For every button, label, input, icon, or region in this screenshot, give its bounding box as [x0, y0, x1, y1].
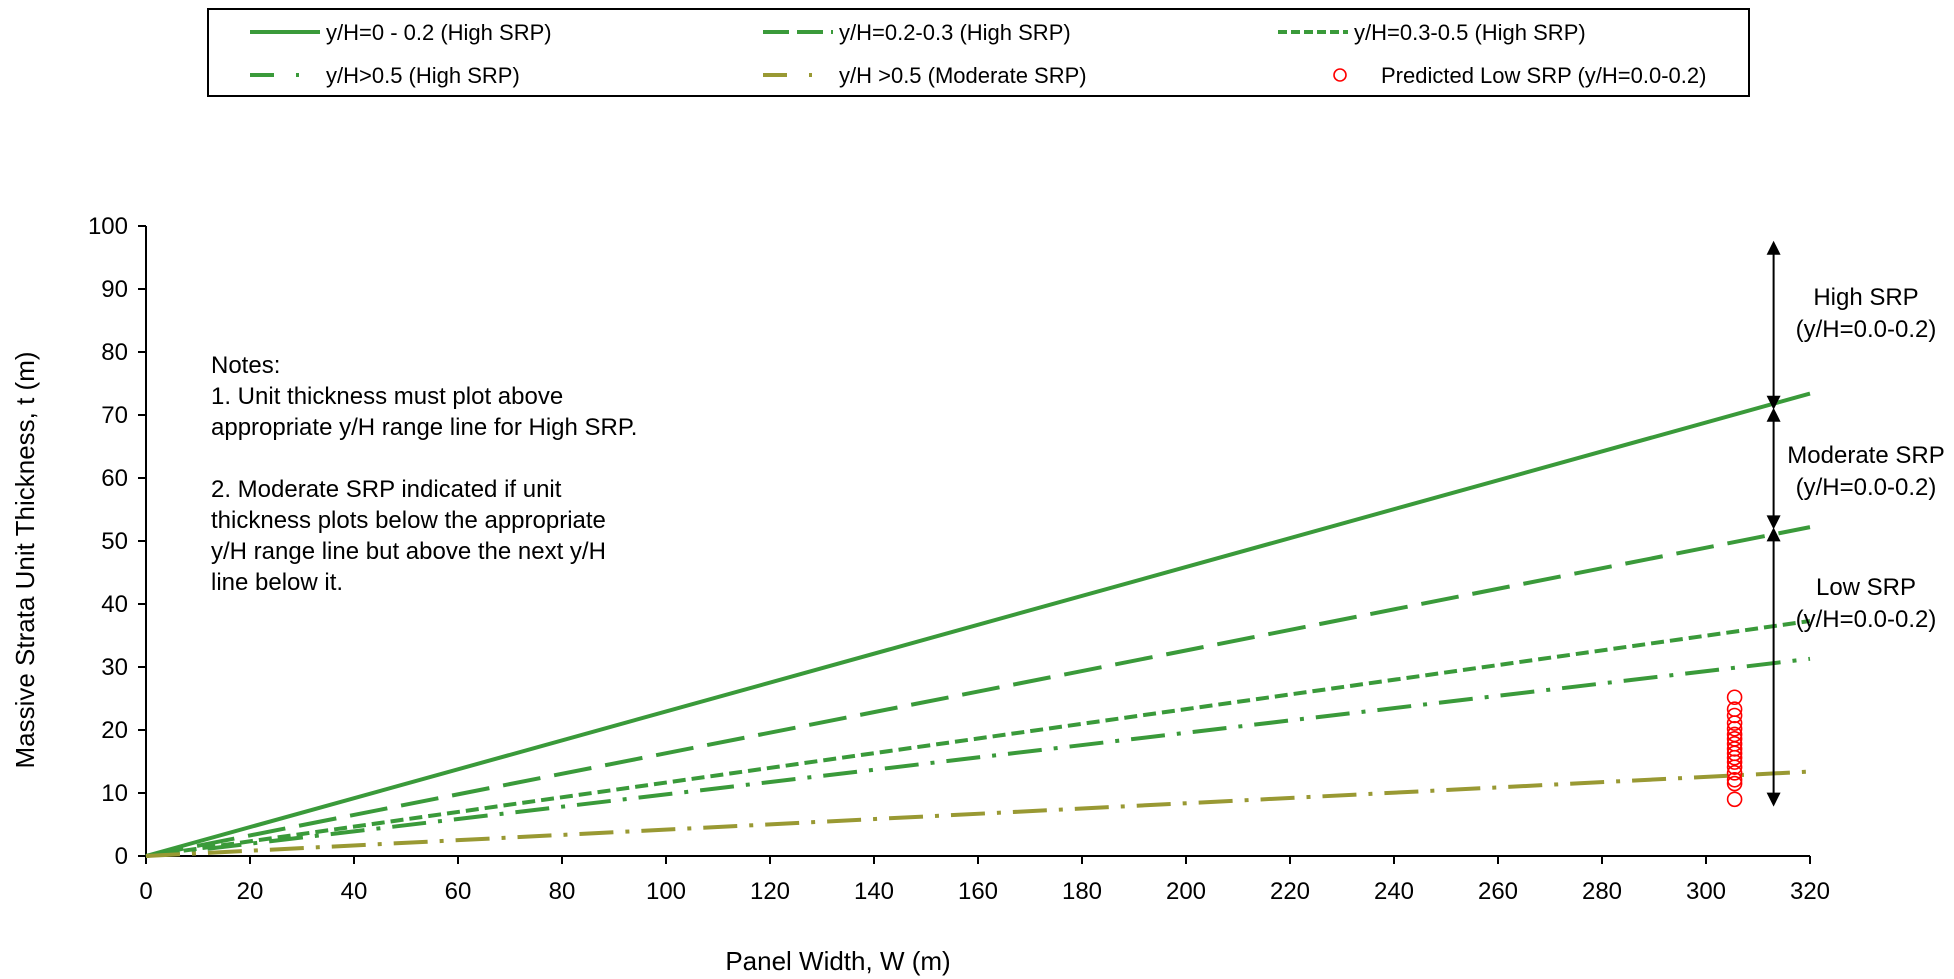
x-tick-label: 200: [1166, 878, 1206, 905]
y-tick-label: 30: [101, 654, 128, 681]
note-line: [211, 445, 218, 472]
x-tick-label: 320: [1790, 878, 1830, 905]
x-tick-label: 300: [1686, 878, 1726, 905]
zone-sublabel: (y/H=0.0-0.2): [1796, 316, 1937, 343]
x-tick-label: 180: [1062, 878, 1102, 905]
zone-arrow-head-down: [1767, 515, 1781, 529]
y-tick-label: 10: [101, 780, 128, 807]
note-line: Notes:: [211, 352, 280, 379]
x-axis-title: Panel Width, W (m): [725, 946, 950, 976]
x-tick-label: 0: [139, 878, 152, 905]
note-line: appropriate y/H range line for High SRP.: [211, 414, 637, 441]
y-axis-title: Massive Strata Unit Thickness, t (m): [10, 351, 40, 768]
y-tick-label: 50: [101, 528, 128, 555]
x-tick-label: 20: [237, 878, 264, 905]
y-tick-label: 60: [101, 465, 128, 492]
x-tick-label: 140: [854, 878, 894, 905]
legend-label: y/H=0 - 0.2 (High SRP): [326, 20, 552, 45]
note-line: 1. Unit thickness must plot above: [211, 383, 563, 410]
x-tick-label: 100: [646, 878, 686, 905]
y-tick-label: 0: [115, 843, 128, 870]
y-tick-label: 20: [101, 717, 128, 744]
series-line: [146, 394, 1810, 856]
zone-arrow-head-down: [1767, 793, 1781, 807]
legend-label: y/H=0.3-0.5 (High SRP): [1354, 20, 1586, 45]
x-tick-label: 280: [1582, 878, 1622, 905]
data-point: [1728, 792, 1742, 806]
y-tick-label: 80: [101, 339, 128, 366]
zone-sublabel: (y/H=0.0-0.2): [1796, 474, 1937, 501]
series-line: [146, 527, 1810, 856]
x-tick-label: 40: [341, 878, 368, 905]
y-tick-label: 90: [101, 276, 128, 303]
legend: y/H=0 - 0.2 (High SRP) y/H=0.2-0.3 (High …: [208, 9, 1749, 96]
data-point: [1728, 777, 1742, 791]
series-line: [146, 772, 1810, 856]
note-line: y/H range line but above the next y/H: [211, 538, 606, 565]
x-tick-label: 60: [445, 878, 472, 905]
y-tick-label: 100: [88, 213, 128, 240]
x-tick-label: 260: [1478, 878, 1518, 905]
x-tick-label: 120: [750, 878, 790, 905]
zone-arrow-head-up: [1767, 241, 1781, 255]
zone-label: Low SRP: [1816, 574, 1916, 601]
x-tick-label: 220: [1270, 878, 1310, 905]
legend-label: Predicted Low SRP (y/H=0.0-0.2): [1381, 63, 1706, 88]
series-line: [146, 659, 1810, 856]
legend-label: y/H>0.5 (High SRP): [326, 63, 520, 88]
legend-label: y/H=0.2-0.3 (High SRP): [839, 20, 1071, 45]
notes-block: Notes: 1. Unit thickness must plot above a…: [211, 352, 637, 596]
zone-arrow-head-up: [1767, 408, 1781, 422]
legend-label: y/H >0.5 (Moderate SRP): [839, 63, 1087, 88]
y-ticks: 0 10 20 30 40 50 60 70 80 90 100: [88, 213, 146, 870]
series-line: [146, 621, 1810, 856]
zone-sublabel: (y/H=0.0-0.2): [1796, 606, 1937, 633]
y-tick-label: 40: [101, 591, 128, 618]
x-tick-label: 160: [958, 878, 998, 905]
annotations: High SRP (y/H=0.0-0.2) Moderate SRP (y/H=0.…: [1767, 241, 1945, 807]
note-line: thickness plots below the appropriate: [211, 507, 606, 534]
x-ticks: 0 20 40 60 80 100 120 140 160 180 200 220 240 260 280 3…: [139, 856, 1830, 905]
zone-label: Moderate SRP: [1787, 442, 1944, 469]
note-line: 2. Moderate SRP indicated if unit: [211, 476, 562, 503]
y-tick-label: 70: [101, 402, 128, 429]
note-line: line below it.: [211, 569, 343, 596]
zone-arrow-head-up: [1767, 527, 1781, 541]
series: [146, 394, 1810, 856]
x-tick-label: 80: [549, 878, 576, 905]
zone-label: High SRP: [1813, 284, 1918, 311]
x-tick-label: 240: [1374, 878, 1414, 905]
